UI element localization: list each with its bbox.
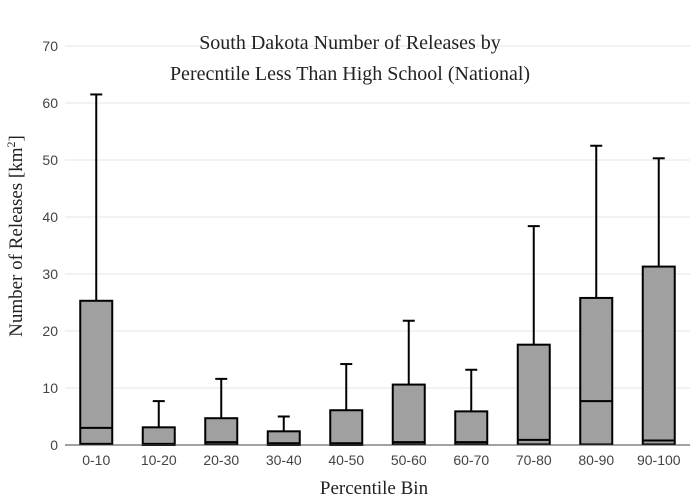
box-80-90 <box>579 144 614 446</box>
box-iqr <box>79 299 114 445</box>
box-60-70 <box>454 368 489 446</box>
y-tick-label: 60 <box>42 95 58 111</box>
grid-lines <box>65 45 690 389</box>
box-series <box>79 93 676 447</box>
x-tick-label: 50-60 <box>391 452 427 468</box>
chart-title-line-1: South Dakota Number of Releases by <box>199 32 501 54</box>
box-40-50 <box>329 363 364 447</box>
x-tick-label: 10-20 <box>141 452 177 468</box>
x-tick-label: 40-50 <box>328 452 364 468</box>
y-tick-label: 20 <box>42 323 58 339</box>
box-90-100 <box>641 157 676 446</box>
x-tick-label: 30-40 <box>266 452 302 468</box>
box-10-20 <box>141 400 176 446</box>
box-0-10 <box>79 93 114 445</box>
box-70-80 <box>516 225 551 446</box>
chart-title-line-2: Perecntile Less Than High School (Nation… <box>170 63 530 85</box>
x-tick-label: 20-30 <box>203 452 239 468</box>
x-tick-label: 70-80 <box>516 452 552 468</box>
box-30-40 <box>266 415 301 447</box>
x-tick-label: 80-90 <box>578 452 614 468</box>
x-tick-label: 60-70 <box>453 452 489 468</box>
y-axis-title-end: ] <box>6 135 27 141</box>
axes: 0 10 20 30 40 50 60 70 0-10 10-20 20-30 30-40 40-50 5… <box>42 38 690 468</box>
box-iqr <box>516 343 551 446</box>
box-iqr <box>391 383 426 446</box>
box-20-30 <box>204 377 239 446</box>
y-tick-label: 0 <box>50 437 58 453</box>
y-tick-label: 70 <box>42 38 58 54</box>
y-tick-label: 30 <box>42 266 58 282</box>
box-iqr <box>329 409 364 447</box>
box-50-60 <box>391 319 426 446</box>
x-tick-label: 90-100 <box>637 452 681 468</box>
x-tick-label: 0-10 <box>82 452 110 468</box>
box-iqr <box>454 410 489 446</box>
box-iqr <box>579 296 614 446</box>
y-tick-label: 40 <box>42 209 58 225</box>
y-axis-title-main: Number of Releases [km <box>6 147 27 337</box>
box-iqr <box>204 417 239 446</box>
box-iqr <box>141 426 176 446</box>
x-axis-title: Percentile Bin <box>320 478 429 499</box>
y-tick-label: 50 <box>42 152 58 168</box>
y-axis-title-superscript: 2 <box>4 141 18 147</box>
y-tick-label: 10 <box>42 380 58 396</box>
y-axis-title: Number of Releases [km2] <box>4 135 27 337</box>
box-iqr <box>641 265 676 446</box>
